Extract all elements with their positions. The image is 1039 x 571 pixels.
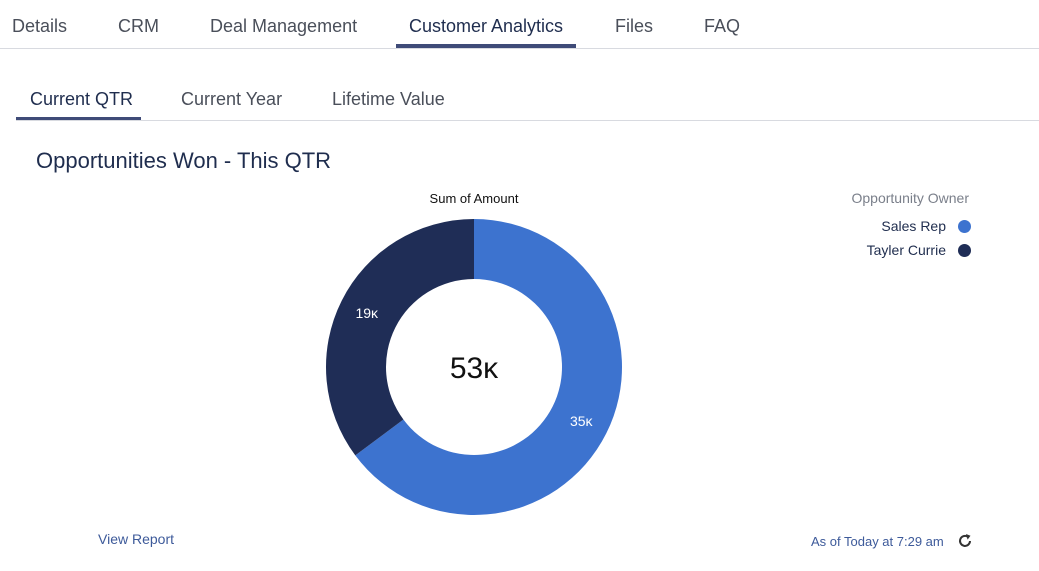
main-tab-bar: Details CRM Deal Management Customer Ana… — [0, 0, 1039, 49]
donut-chart: Sum of Amount 35κ 19κ 53κ — [325, 191, 622, 515]
active-subtab-indicator — [16, 117, 141, 120]
donut-slice-sales-rep[interactable] — [355, 219, 622, 515]
legend-title: Opportunity Owner — [851, 190, 970, 206]
donut-slice-tayler-currie[interactable] — [325, 219, 474, 456]
legend-color-dot — [958, 219, 971, 233]
card-title: Opportunities Won - This QTR — [36, 148, 332, 173]
tab-files[interactable]: Files — [615, 16, 654, 36]
active-tab-indicator — [396, 44, 576, 48]
legend-label: Sales Rep — [881, 218, 946, 234]
legend-color-dot — [958, 243, 971, 257]
sub-tab-bar: Current QTR Current Year Lifetime Value — [16, 72, 1039, 121]
subtab-current-year[interactable]: Current Year — [181, 89, 283, 109]
subtab-lifetime-value[interactable]: Lifetime Value — [332, 89, 445, 109]
legend-item-sales-rep[interactable]: Sales Rep — [881, 217, 971, 235]
tab-deal-management[interactable]: Deal Management — [210, 16, 358, 36]
refresh-timestamp: As of Today at 7:29 am — [811, 534, 944, 549]
legend-item-tayler-currie[interactable]: Tayler Currie — [867, 241, 971, 259]
donut-slice-label: 19κ — [355, 305, 379, 321]
tab-customer-analytics[interactable]: Customer Analytics — [408, 16, 564, 36]
tab-faq[interactable]: FAQ — [704, 16, 741, 36]
view-report-link[interactable]: View Report — [98, 531, 175, 547]
tab-details[interactable]: Details — [12, 16, 68, 36]
legend-label: Tayler Currie — [866, 242, 946, 258]
refresh-icon[interactable] — [956, 532, 974, 550]
chart-title: Sum of Amount — [430, 191, 519, 206]
subtab-current-qtr[interactable]: Current QTR — [30, 89, 134, 109]
chart-center-total: 53κ — [450, 352, 499, 385]
donut-slice-label: 35κ — [570, 413, 594, 429]
tab-crm[interactable]: CRM — [118, 16, 159, 36]
